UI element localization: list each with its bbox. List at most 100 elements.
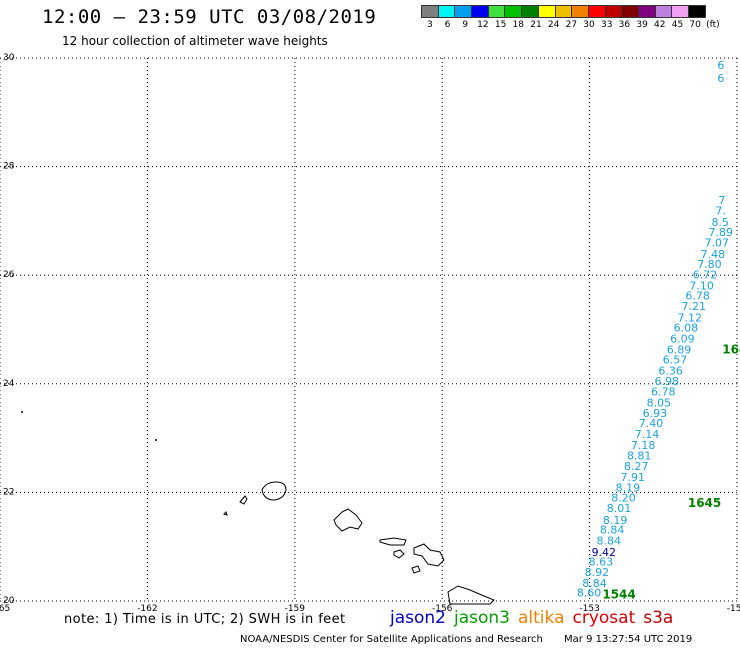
colorbar-label: 3: [426, 20, 433, 30]
x-tick-label: -150: [727, 604, 740, 614]
colorbar-label: 9: [462, 20, 469, 30]
x-tick-label: -159: [285, 604, 306, 614]
swh-value: 7.18: [631, 439, 656, 452]
x-tick-label: -156: [432, 604, 453, 614]
swh-value: 8.63: [589, 556, 614, 569]
map-title: 12:00 – 23:59 UTC 03/08/2019: [42, 6, 377, 28]
swh-value: 6: [717, 72, 724, 85]
swh-value: 6.78: [685, 290, 710, 303]
swh-value: 6.78: [651, 386, 676, 399]
swh-value: 7.40: [639, 417, 664, 430]
swh-value: 8.01: [607, 502, 632, 515]
hawaii-islands: [21, 411, 495, 605]
y-tick-label: 20: [3, 596, 15, 606]
island-niihau: [223, 511, 228, 516]
swh-value: 8.84: [596, 535, 621, 548]
y-tick-label: 28: [3, 162, 15, 172]
colorbar-label: 6: [444, 20, 451, 30]
island-necker: [155, 439, 157, 441]
colorbar-label: 12: [477, 20, 489, 30]
units-note: note: 1) Time is in UTC; 2) SWH is in fe…: [64, 612, 346, 627]
x-tick-label: -165: [0, 604, 10, 614]
swh-value: 8.92: [585, 566, 610, 579]
satellite-legend: jason2 jason3 altika cryosat s3a: [390, 608, 681, 628]
colorbar-label: 24: [547, 20, 560, 30]
swh-value: 7.10: [689, 279, 714, 292]
swh-value: 6.09: [670, 333, 695, 346]
island-niihau-west: [239, 495, 248, 505]
colorbar-label: 27: [565, 20, 578, 30]
satellite-jason3: jason3: [454, 608, 510, 628]
pass-time-labels: 1544 1645 1646: [602, 342, 740, 601]
island-hawaii: [447, 585, 495, 605]
y-tick-label: 30: [3, 53, 15, 63]
colorbar-labels: 3 6 9 12 15 18 21 24 27 30 33 36 39 42 45 70 (ft): [421, 20, 722, 30]
y-tick-label: 22: [3, 487, 14, 497]
swh-value: 8.5: [711, 216, 729, 229]
x-tick-label: -162: [137, 604, 157, 614]
island-kahoolawe: [411, 565, 421, 574]
colorbar-label: 30: [583, 20, 595, 30]
colorbar-swatch: [688, 5, 706, 18]
pass-time: 1646: [722, 342, 740, 356]
colorbar-label: 45: [671, 20, 684, 30]
x-tick-label: -153: [579, 604, 599, 614]
colorbar-label: 15: [494, 20, 507, 30]
swh-value: 8.27: [624, 460, 649, 473]
footer: NOAA/NESDIS Center for Satellite Applica…: [240, 634, 692, 645]
swh-value: 6.98: [654, 375, 679, 388]
colorbar-label: 18: [512, 20, 524, 30]
satellite-s3a: s3a: [643, 608, 674, 628]
swh-value: 6.93: [643, 407, 668, 420]
island-molokai: [379, 537, 407, 546]
swh-value: 7.91: [621, 471, 646, 484]
pass-time: 1645: [688, 496, 721, 510]
swh-value: 8.60: [577, 587, 602, 600]
swh-value: 7.21: [681, 300, 706, 313]
axis-ticks: -165 -162 -159 -156 -153 -150 30 28 26 24 22 20: [0, 53, 740, 614]
y-tick-label: 26: [3, 270, 15, 280]
satellite-cryosat: cryosat: [572, 608, 636, 628]
swh-value: 9.42: [592, 546, 617, 559]
swh-value: 8.81: [627, 449, 652, 462]
swh-value: 7.48: [701, 248, 726, 261]
swh-value: 7.12: [678, 311, 703, 324]
colorbar-label: 42: [654, 20, 666, 30]
swh-value: 8.19: [616, 481, 641, 494]
footer-timestamp: Mar 9 13:27:54 UTC 2019: [564, 634, 693, 645]
footer-credit: NOAA/NESDIS Center for Satellite Applica…: [240, 634, 543, 645]
swh-value: 8.84: [600, 524, 625, 537]
colorbar-label: 21: [530, 20, 542, 30]
colorbar-label: 70: [689, 20, 701, 30]
colorbar-label: 36: [618, 20, 631, 30]
colorbar-label: 39: [636, 20, 648, 30]
swh-value: 8.20: [611, 492, 636, 505]
map-grid: [0, 57, 738, 602]
island-maui: [413, 543, 445, 567]
pass-time: 1544: [602, 587, 635, 601]
swh-value: 8.19: [603, 514, 628, 527]
satellite-jason2: jason2: [390, 608, 446, 628]
swh-value: 7.89: [709, 226, 734, 239]
altimeter-track: 8.608.848.928.639.428.848.848.198.018.20…: [577, 59, 733, 600]
swh-value: 6.36: [658, 365, 683, 378]
swh-value: 7.: [715, 204, 726, 217]
swh-value: 7.14: [635, 428, 660, 441]
swh-value: 6.72: [693, 268, 718, 281]
colorbar-label: 33: [600, 20, 613, 30]
y-tick-label: 24: [3, 379, 15, 389]
island-nihoa: [21, 411, 23, 413]
swh-value: 8.84: [582, 577, 607, 590]
swh-value: 7.80: [697, 258, 722, 271]
swh-value: 7.07: [705, 236, 730, 249]
island-lanai: [393, 549, 405, 559]
island-oahu: [333, 508, 363, 532]
swh-value: 8.05: [647, 397, 672, 410]
colorbar: [421, 5, 706, 18]
map-subtitle: 12 hour collection of altimeter wave hei…: [62, 34, 328, 48]
swh-value: 6.89: [667, 343, 692, 356]
colorbar-label: (ft): [706, 20, 720, 30]
swh-value: 6.57: [663, 354, 688, 367]
island-kauai: [261, 481, 287, 501]
